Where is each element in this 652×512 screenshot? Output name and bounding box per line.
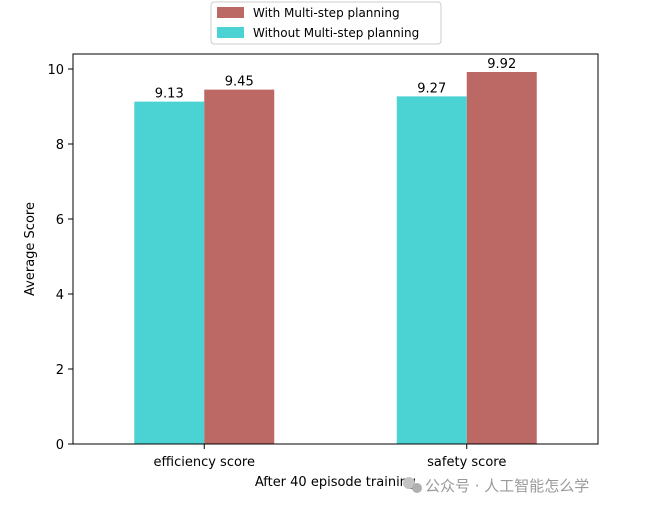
x-tick-label: safety score <box>427 455 506 470</box>
data-label: 9.27 <box>417 81 446 96</box>
y-tick-label: 4 <box>56 288 64 303</box>
x-tick-label: efficiency score <box>154 455 255 470</box>
bar <box>134 101 205 444</box>
data-labels-layer: 9.13 9.45 9.27 9.92 <box>155 57 516 102</box>
x-axis: efficiency score safety score <box>154 444 506 470</box>
data-label: 9.13 <box>155 87 184 102</box>
y-axis-label: Average Score <box>23 202 38 296</box>
y-axis: 0 2 4 6 8 10 <box>47 63 73 453</box>
legend-swatch <box>217 27 244 38</box>
bars-layer <box>134 72 537 444</box>
legend: With Multi-step planning Without Multi-st… <box>210 1 442 45</box>
watermark-text: 公众号 · 人工智能怎么学 <box>425 477 589 495</box>
legend-label: With Multi-step planning <box>253 6 400 20</box>
y-tick-label: 10 <box>47 63 64 78</box>
legend-label: Without Multi-step planning <box>253 26 419 40</box>
data-label: 9.45 <box>225 75 254 90</box>
y-tick-label: 6 <box>56 213 64 228</box>
y-tick-label: 2 <box>56 363 64 378</box>
bar <box>204 89 275 444</box>
bar <box>396 96 467 444</box>
bar <box>466 72 537 444</box>
watermark: 公众号 · 人工智能怎么学 <box>403 477 589 495</box>
x-axis-label: After 40 episode training <box>255 475 416 490</box>
legend-swatch <box>217 7 244 18</box>
plot-frame <box>72 53 599 445</box>
y-tick-label: 0 <box>56 438 64 453</box>
data-label: 9.92 <box>487 57 516 72</box>
wechat-logo-icon <box>403 477 422 493</box>
legend-frame <box>210 1 442 45</box>
y-tick-label: 8 <box>56 138 64 153</box>
